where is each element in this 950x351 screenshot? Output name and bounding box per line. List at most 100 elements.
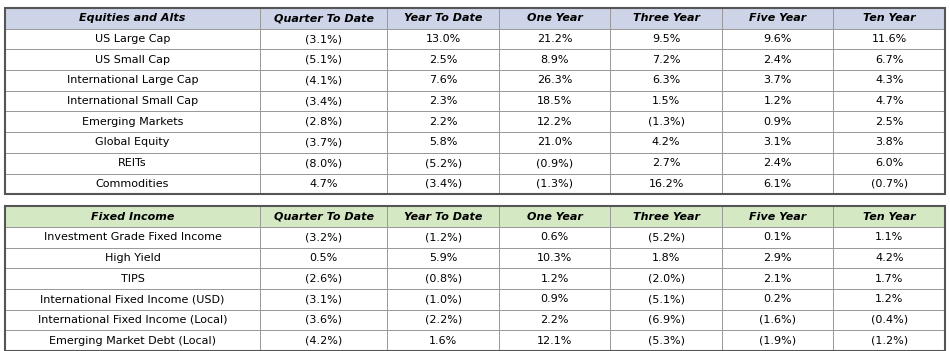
Bar (5, 91, 260, 111)
Bar (722, 70, 833, 91)
Bar (833, 49, 945, 70)
Text: 0.6%: 0.6% (541, 232, 569, 242)
Bar (499, 330, 611, 351)
Bar (833, 153, 945, 173)
Text: 18.5%: 18.5% (537, 96, 572, 106)
Text: (5.2%): (5.2%) (425, 158, 462, 168)
Text: 26.3%: 26.3% (537, 75, 572, 85)
Text: 0.1%: 0.1% (764, 232, 792, 242)
Text: 1.2%: 1.2% (541, 273, 569, 284)
Text: 1.6%: 1.6% (429, 336, 457, 346)
Text: 2.2%: 2.2% (428, 117, 457, 127)
Bar (833, 310, 945, 330)
Text: Emerging Markets: Emerging Markets (82, 117, 183, 127)
Text: International Fixed Income (Local): International Fixed Income (Local) (38, 315, 227, 325)
Text: Commodities: Commodities (96, 179, 169, 189)
Text: 9.5%: 9.5% (652, 34, 680, 44)
Text: (5.3%): (5.3%) (648, 336, 685, 346)
Bar (499, 153, 611, 173)
Text: 0.2%: 0.2% (764, 294, 792, 304)
Bar (5, 111, 260, 132)
Text: 0.9%: 0.9% (764, 117, 792, 127)
Bar (260, 29, 388, 49)
Bar (499, 173, 611, 194)
Bar (722, 173, 833, 194)
Bar (499, 70, 611, 91)
Bar (260, 206, 388, 227)
Bar (260, 173, 388, 194)
Bar (5, 330, 260, 351)
Text: (5.2%): (5.2%) (648, 232, 685, 242)
Bar (833, 206, 945, 227)
Bar (5, 8, 260, 29)
Text: 1.8%: 1.8% (652, 253, 680, 263)
Bar (611, 111, 722, 132)
Bar (611, 173, 722, 194)
Text: 3.7%: 3.7% (764, 75, 792, 85)
Text: Fixed Income: Fixed Income (91, 212, 174, 221)
Text: (0.7%): (0.7%) (870, 179, 908, 189)
Bar (388, 206, 499, 227)
Text: (2.2%): (2.2%) (425, 315, 462, 325)
Bar (722, 227, 833, 247)
Text: (5.1%): (5.1%) (305, 55, 342, 65)
Text: (1.9%): (1.9%) (759, 336, 796, 346)
Bar (388, 49, 499, 70)
Text: 2.4%: 2.4% (764, 158, 792, 168)
Bar (388, 227, 499, 247)
Text: REITs: REITs (118, 158, 146, 168)
Text: Emerging Market Debt (Local): Emerging Market Debt (Local) (49, 336, 216, 346)
Bar (833, 91, 945, 111)
Text: (3.1%): (3.1%) (305, 294, 342, 304)
Bar (611, 8, 722, 29)
Text: (2.8%): (2.8%) (305, 117, 342, 127)
Text: Investment Grade Fixed Income: Investment Grade Fixed Income (44, 232, 221, 242)
Text: 6.3%: 6.3% (652, 75, 680, 85)
Text: Ten Year: Ten Year (863, 212, 916, 221)
Text: Ten Year: Ten Year (863, 13, 916, 24)
Bar (611, 153, 722, 173)
Text: 16.2%: 16.2% (649, 179, 684, 189)
Text: 21.0%: 21.0% (537, 138, 572, 147)
Text: Five Year: Five Year (750, 13, 807, 24)
Text: 2.4%: 2.4% (764, 55, 792, 65)
Text: 13.0%: 13.0% (426, 34, 461, 44)
Text: 1.2%: 1.2% (764, 96, 792, 106)
Bar (722, 153, 833, 173)
Bar (260, 227, 388, 247)
Text: (2.0%): (2.0%) (648, 273, 685, 284)
Bar (499, 111, 611, 132)
Text: (6.9%): (6.9%) (648, 315, 685, 325)
Bar (833, 247, 945, 268)
Bar (5, 49, 260, 70)
Text: Year To Date: Year To Date (404, 212, 483, 221)
Bar (722, 111, 833, 132)
Bar (388, 153, 499, 173)
Text: 10.3%: 10.3% (537, 253, 572, 263)
Bar (833, 173, 945, 194)
Bar (388, 289, 499, 310)
Text: (1.2%): (1.2%) (870, 336, 908, 346)
Bar (5, 206, 260, 227)
Bar (499, 8, 611, 29)
Bar (260, 289, 388, 310)
Text: 8.9%: 8.9% (541, 55, 569, 65)
Bar (722, 268, 833, 289)
Bar (388, 29, 499, 49)
Text: 7.2%: 7.2% (652, 55, 680, 65)
Bar (833, 132, 945, 153)
Bar (388, 91, 499, 111)
Text: Year To Date: Year To Date (404, 13, 483, 24)
Bar (499, 310, 611, 330)
Bar (833, 330, 945, 351)
Bar (388, 8, 499, 29)
Bar (833, 289, 945, 310)
Bar (499, 29, 611, 49)
Bar (722, 29, 833, 49)
Text: 9.6%: 9.6% (764, 34, 792, 44)
Text: (8.0%): (8.0%) (305, 158, 342, 168)
Text: 1.5%: 1.5% (652, 96, 680, 106)
Bar (611, 289, 722, 310)
Bar (5, 29, 260, 49)
Bar (260, 132, 388, 153)
